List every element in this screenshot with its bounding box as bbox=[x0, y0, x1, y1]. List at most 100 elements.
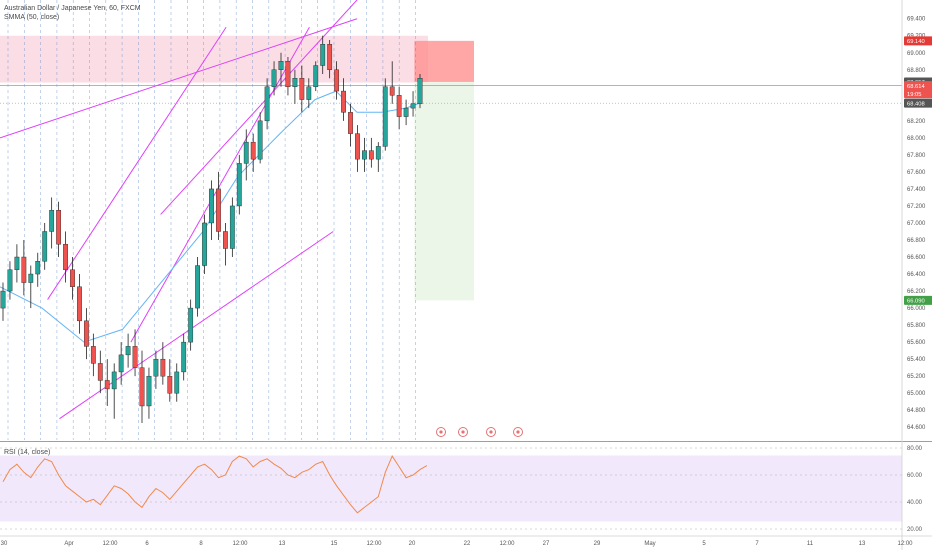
candle bbox=[299, 78, 305, 100]
candle bbox=[21, 256, 27, 283]
price-tick-label: 66.800 bbox=[907, 238, 926, 244]
candle bbox=[222, 231, 228, 249]
price-tick-label: 64.600 bbox=[907, 425, 926, 431]
trend-channel-line[interactable] bbox=[130, 26, 310, 343]
candle bbox=[306, 86, 312, 100]
candle bbox=[42, 231, 48, 262]
symbol-title: Australian Dollar / Japanese Yen, 60, FX… bbox=[4, 5, 141, 12]
time-tick-label: Apr bbox=[64, 541, 73, 547]
candle bbox=[14, 256, 20, 270]
candle bbox=[348, 112, 353, 134]
time-tick-label: 11 bbox=[807, 541, 814, 547]
candle bbox=[410, 103, 416, 109]
target_level-label: 66.090 bbox=[907, 299, 925, 305]
time-tick-label: 27 bbox=[543, 541, 550, 547]
trend-channel-line[interactable] bbox=[0, 18, 358, 139]
candle bbox=[35, 261, 41, 275]
time-tick-label: 30 bbox=[1, 541, 8, 547]
time-tick-label: 12:00 bbox=[897, 541, 913, 547]
time-tick-label: 13 bbox=[279, 541, 286, 547]
stop_level-label: 69.140 bbox=[907, 39, 925, 45]
trend-channel-line[interactable] bbox=[47, 26, 227, 300]
candle bbox=[216, 188, 221, 232]
candle bbox=[188, 307, 194, 343]
time-tick-label: 29 bbox=[594, 541, 601, 547]
candle bbox=[63, 244, 68, 270]
countdown-label-bg bbox=[904, 89, 932, 99]
smma_value-label: 68.408 bbox=[907, 101, 925, 107]
time-tick-label: 5 bbox=[702, 541, 706, 547]
price-tick-label: 65.200 bbox=[907, 374, 926, 380]
price-tick-label: 65.400 bbox=[907, 357, 926, 363]
candle bbox=[285, 61, 291, 88]
candle bbox=[167, 375, 173, 394]
rsi-tick-label: 80.00 bbox=[907, 446, 923, 452]
time-tick-label: May bbox=[644, 541, 655, 547]
supply_zone bbox=[0, 35, 428, 83]
candle bbox=[403, 107, 409, 117]
candle bbox=[90, 346, 96, 364]
candle bbox=[111, 371, 117, 390]
candle bbox=[146, 375, 152, 407]
candle bbox=[257, 120, 263, 160]
price-tick-label: 69.000 bbox=[907, 51, 926, 57]
time-tick-label: 7 bbox=[755, 541, 759, 547]
smma_value-label-bg bbox=[904, 98, 932, 108]
event-icon-dot bbox=[516, 430, 520, 434]
candle bbox=[77, 286, 82, 322]
candle bbox=[375, 146, 381, 160]
time-tick-label: 6 bbox=[145, 541, 149, 547]
candle bbox=[271, 69, 277, 88]
candle bbox=[341, 90, 346, 113]
indicator-label: SMMA (50, close) bbox=[4, 14, 60, 21]
time-tick-label: 15 bbox=[331, 541, 338, 547]
time-tick-label: 12:00 bbox=[102, 541, 118, 547]
candle bbox=[243, 141, 249, 164]
event-icon-dot bbox=[439, 430, 443, 434]
price-tick-label: 65.800 bbox=[907, 323, 926, 329]
price-tick-label: 67.200 bbox=[907, 204, 926, 210]
candle bbox=[195, 265, 200, 309]
price-tick-label: 65.000 bbox=[907, 391, 926, 397]
rsi-title: RSI (14, close) bbox=[4, 449, 51, 456]
candle bbox=[202, 222, 207, 266]
candle bbox=[181, 341, 187, 373]
candle bbox=[28, 273, 34, 283]
price-tick-label: 66.400 bbox=[907, 272, 926, 278]
candle bbox=[104, 380, 110, 390]
candle bbox=[0, 290, 6, 309]
price-tick-label: 67.600 bbox=[907, 170, 926, 176]
rsi-legend: RSI (14, close) bbox=[4, 448, 50, 457]
candle bbox=[417, 78, 423, 105]
event-icon-dot bbox=[461, 430, 465, 434]
candle bbox=[334, 69, 339, 92]
target_zone bbox=[414, 81, 474, 301]
candle bbox=[160, 358, 166, 377]
candle bbox=[368, 150, 374, 160]
candle bbox=[250, 141, 256, 160]
last_price-label-bg bbox=[904, 81, 932, 91]
trend-channel-line[interactable] bbox=[160, 0, 358, 215]
candle bbox=[7, 269, 13, 292]
rsi-tick-label: 40.00 bbox=[907, 500, 923, 506]
price-tick-label: 66.200 bbox=[907, 289, 926, 295]
price-tick-label: 69.400 bbox=[907, 17, 926, 23]
candle bbox=[327, 44, 333, 70]
price-tick-label: 64.800 bbox=[907, 408, 926, 414]
candle bbox=[97, 363, 103, 381]
candle bbox=[320, 44, 326, 66]
candle bbox=[153, 358, 159, 377]
price-tick-label: 67.000 bbox=[907, 221, 926, 227]
price-tick-label: 68.800 bbox=[907, 68, 926, 74]
candle bbox=[355, 133, 360, 160]
candle bbox=[118, 354, 124, 373]
price-tick-label: 66.000 bbox=[907, 306, 926, 312]
candle bbox=[229, 205, 235, 249]
event-icon-dot bbox=[489, 430, 493, 434]
candle bbox=[209, 188, 214, 224]
candle bbox=[382, 86, 388, 147]
symbol-legend: Australian Dollar / Japanese Yen, 60, FX… bbox=[4, 4, 141, 22]
candle bbox=[174, 371, 180, 394]
